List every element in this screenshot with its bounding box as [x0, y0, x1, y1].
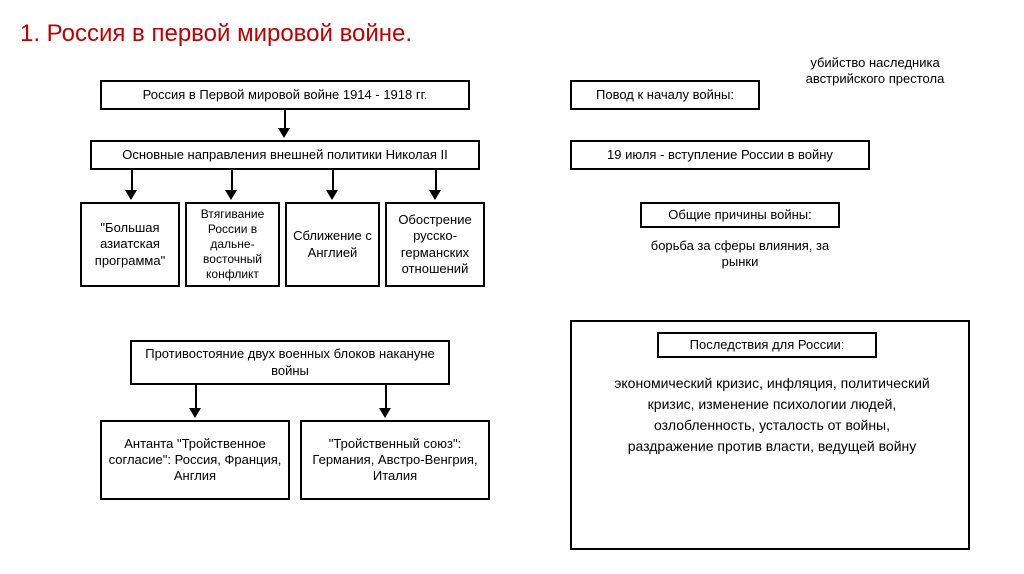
arrow-stem [231, 170, 233, 192]
text-povod-detail: убийство наследника австрийского престол… [775, 55, 975, 88]
arrow-head-icon [125, 190, 137, 200]
arrow-stem [195, 385, 197, 410]
box-dir3: Сближение с Англией [285, 202, 380, 287]
box-conseq-container: Последствия для России: экономический кр… [570, 320, 970, 550]
arrow-head-icon [429, 190, 441, 200]
text-conseq-detail: экономический кризис, инфляция, политиче… [612, 373, 932, 457]
box-russia-entry: 19 июля - вступление России в войну [570, 140, 870, 170]
box-directions-text: Основные направления внешней политики Ни… [122, 147, 447, 163]
box-dir1-text: "Большая азиатская программа" [88, 220, 172, 269]
arrow-stem [385, 385, 387, 410]
arrow-head-icon [326, 190, 338, 200]
text-conseq-detail-content: экономический кризис, инфляция, политиче… [614, 375, 930, 454]
arrow-stem [332, 170, 334, 192]
text-povod-detail-content: убийство наследника австрийского престол… [806, 55, 945, 86]
arrow-head-icon [225, 190, 237, 200]
arrow-head-icon [189, 408, 201, 418]
box-blocs-text: Противостояние двух военных блоков накан… [138, 346, 442, 379]
box-dir1: "Большая азиатская программа" [80, 202, 180, 287]
box-dir2: Втягивание России в дальне-восточный кон… [185, 202, 280, 287]
box-causes-label-text: Общие причины войны: [668, 207, 811, 223]
box-triple: "Тройственный союз": Германия, Австро-Ве… [300, 420, 490, 500]
arrow-head-icon [379, 408, 391, 418]
box-main-title: Россия в Первой мировой войне 1914 - 191… [100, 80, 470, 110]
page-title: 1. Россия в первой мировой войне. [20, 20, 412, 48]
arrow-stem [435, 170, 437, 192]
arrow-stem [131, 170, 133, 192]
box-causes-label: Общие причины войны: [640, 202, 840, 228]
text-causes-detail: борьба за сферы влияния, за рынки [640, 238, 840, 271]
box-russia-entry-text: 19 июля - вступление России в войну [607, 147, 833, 163]
box-main-title-text: Россия в Первой мировой войне 1914 - 191… [143, 87, 428, 103]
box-conseq-label: Последствия для России: [657, 332, 877, 358]
box-dir4: Обострение русско-германских отношений [385, 202, 485, 287]
box-dir2-text: Втягивание России в дальне-восточный кон… [193, 207, 272, 282]
arrow-stem [284, 110, 286, 130]
text-causes-detail-content: борьба за сферы влияния, за рынки [651, 238, 829, 269]
box-conseq-label-text: Последствия для России: [690, 337, 845, 353]
arrow-head-icon [278, 128, 290, 138]
box-povod: Повод к началу войны: [570, 80, 760, 110]
box-dir4-text: Обострение русско-германских отношений [393, 212, 477, 277]
box-dir3-text: Сближение с Англией [293, 228, 372, 261]
box-antanta: Антанта "Тройственное согласие": Россия,… [100, 420, 290, 500]
box-triple-text: "Тройственный союз": Германия, Австро-Ве… [308, 436, 482, 485]
box-povod-text: Повод к началу войны: [596, 87, 734, 103]
box-directions: Основные направления внешней политики Ни… [90, 140, 480, 170]
box-blocs: Противостояние двух военных блоков накан… [130, 340, 450, 385]
box-antanta-text: Антанта "Тройственное согласие": Россия,… [108, 436, 282, 485]
